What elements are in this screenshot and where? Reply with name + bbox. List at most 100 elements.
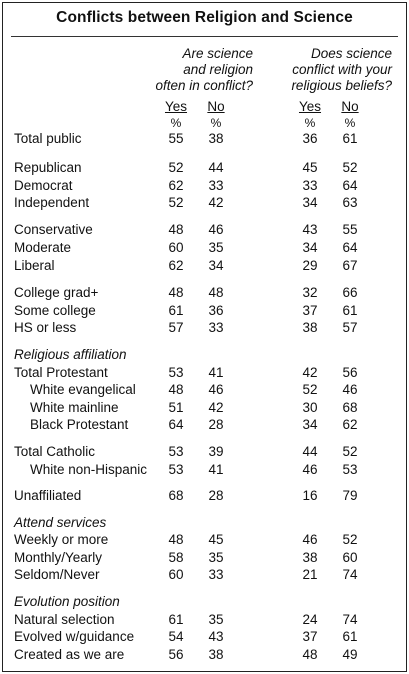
q1-no-value: 36 bbox=[208, 303, 224, 318]
q1-no-value: 34 bbox=[208, 258, 224, 273]
q1-no-header: No bbox=[207, 99, 225, 114]
row-label: White evangelical bbox=[30, 382, 136, 397]
q2-yes-header: Yes bbox=[298, 99, 322, 114]
question-1-line-2: and religion bbox=[183, 62, 253, 77]
q1-no-value: 38 bbox=[208, 131, 224, 146]
q1-yes-header: Yes bbox=[164, 99, 188, 114]
question-2-line-1: Does science bbox=[310, 46, 392, 61]
q1-yes-value: 64 bbox=[168, 417, 184, 432]
q1-no-value: 48 bbox=[208, 285, 224, 300]
question-1-line-3: often in conflict? bbox=[155, 78, 253, 93]
q1-no-value: 33 bbox=[208, 178, 224, 193]
q1-yes-value: 48 bbox=[168, 285, 184, 300]
q2-yes-value: 46 bbox=[302, 532, 318, 547]
q2-no-value: 55 bbox=[342, 222, 358, 237]
q2-yes-value: 34 bbox=[302, 240, 318, 255]
q2-yes-value: 46 bbox=[302, 462, 318, 477]
q2-yes-value: 38 bbox=[302, 550, 318, 565]
q1-yes-value: 53 bbox=[168, 365, 184, 380]
q1-no-value: 33 bbox=[208, 567, 224, 582]
section-label: Evolution position bbox=[14, 594, 120, 609]
q1-no-value: 44 bbox=[208, 160, 224, 175]
section-header: Religious affiliation bbox=[3, 347, 406, 364]
q1-yes-percent: % bbox=[170, 116, 182, 130]
row-label: Liberal bbox=[14, 258, 55, 273]
q2-yes-value: 37 bbox=[302, 629, 318, 644]
q2-yes-value: 34 bbox=[302, 417, 318, 432]
q2-yes-value: 52 bbox=[302, 382, 318, 397]
table-row: Republican 52 44 45 52 bbox=[3, 160, 406, 177]
q1-yes-value: 60 bbox=[168, 567, 184, 582]
q1-yes-value: 62 bbox=[168, 258, 184, 273]
row-label: Monthly/Yearly bbox=[14, 550, 103, 565]
q1-yes-value: 48 bbox=[168, 382, 184, 397]
row-label: Total public bbox=[14, 131, 82, 146]
q2-yes-value: 24 bbox=[302, 612, 318, 627]
q1-no-value: 35 bbox=[208, 240, 224, 255]
q1-no-value: 39 bbox=[208, 444, 224, 459]
q1-yes-value: 60 bbox=[168, 240, 184, 255]
q2-yes-percent: % bbox=[304, 116, 316, 130]
q2-no-value: 53 bbox=[342, 462, 358, 477]
table-row: Independent 52 42 34 63 bbox=[3, 195, 406, 212]
table-row: Moderate 60 35 34 64 bbox=[3, 240, 406, 257]
q1-no-value: 28 bbox=[208, 488, 224, 503]
q1-yes-value: 52 bbox=[168, 160, 184, 175]
question-2-line-3: religious beliefs? bbox=[291, 78, 392, 93]
q2-no-value: 67 bbox=[342, 258, 358, 273]
q1-no-value: 35 bbox=[208, 550, 224, 565]
q2-no-value: 62 bbox=[342, 417, 358, 432]
table-row: Seldom/Never 60 33 21 74 bbox=[3, 567, 406, 584]
table-row: Conservative 48 46 43 55 bbox=[3, 222, 406, 239]
q2-no-value: 74 bbox=[342, 612, 358, 627]
q2-no-value: 64 bbox=[342, 240, 358, 255]
q2-no-header: No bbox=[341, 99, 359, 114]
q1-yes-value: 56 bbox=[168, 647, 184, 662]
q1-no-value: 42 bbox=[208, 195, 224, 210]
q2-no-value: 61 bbox=[342, 303, 358, 318]
table-row: Weekly or more 48 45 46 52 bbox=[3, 532, 406, 549]
q2-yes-value: 44 bbox=[302, 444, 318, 459]
q1-no-value: 42 bbox=[208, 400, 224, 415]
q2-yes-value: 32 bbox=[302, 285, 318, 300]
row-label: Democrat bbox=[14, 178, 73, 193]
q2-yes-value: 30 bbox=[302, 400, 318, 415]
q1-yes-value: 48 bbox=[168, 222, 184, 237]
row-label: Total Catholic bbox=[14, 444, 96, 459]
q2-no-value: 52 bbox=[342, 160, 358, 175]
q2-no-value: 57 bbox=[342, 320, 358, 335]
row-label: White mainline bbox=[30, 400, 119, 415]
q1-no-value: 43 bbox=[208, 629, 224, 644]
section-label: Religious affiliation bbox=[14, 347, 127, 362]
q1-no-value: 38 bbox=[208, 647, 224, 662]
q1-no-value: 35 bbox=[208, 612, 224, 627]
table-row: White evangelical 48 46 52 46 bbox=[3, 382, 406, 399]
row-label: Natural selection bbox=[14, 612, 115, 627]
q2-no-value: 52 bbox=[342, 444, 358, 459]
table-row: Evolved w/guidance 54 43 37 61 bbox=[3, 629, 406, 646]
q2-yes-value: 33 bbox=[302, 178, 318, 193]
q1-yes-value: 52 bbox=[168, 195, 184, 210]
question-2-line-2: conflict with your bbox=[292, 62, 392, 77]
q1-yes-value: 62 bbox=[168, 178, 184, 193]
q1-yes-value: 68 bbox=[168, 488, 184, 503]
q2-no-percent: % bbox=[344, 116, 356, 130]
row-label: Created as we are bbox=[14, 647, 125, 662]
q2-no-value: 61 bbox=[342, 131, 358, 146]
table-body: Total public 55 38 36 61 Republican 52 44 45 52 De… bbox=[3, 3, 406, 671]
q2-yes-value: 43 bbox=[302, 222, 318, 237]
q1-yes-value: 57 bbox=[168, 320, 184, 335]
table-row: Total Catholic 53 39 44 52 bbox=[3, 444, 406, 461]
q1-yes-value: 61 bbox=[168, 612, 184, 627]
table-row: White non-Hispanic 53 41 46 53 bbox=[3, 462, 406, 479]
table-title: Conflicts between Religion and Science bbox=[56, 9, 353, 26]
table-row: Monthly/Yearly 58 35 38 60 bbox=[3, 550, 406, 567]
table-row: College grad+ 48 48 32 66 bbox=[3, 285, 406, 302]
q1-yes-value: 55 bbox=[168, 131, 184, 146]
row-label: Seldom/Never bbox=[14, 567, 100, 582]
section-header: Attend services bbox=[3, 515, 406, 532]
row-label: Black Protestant bbox=[30, 417, 129, 432]
table-row: Natural selection 61 35 24 74 bbox=[3, 612, 406, 629]
q1-yes-value: 53 bbox=[168, 462, 184, 477]
